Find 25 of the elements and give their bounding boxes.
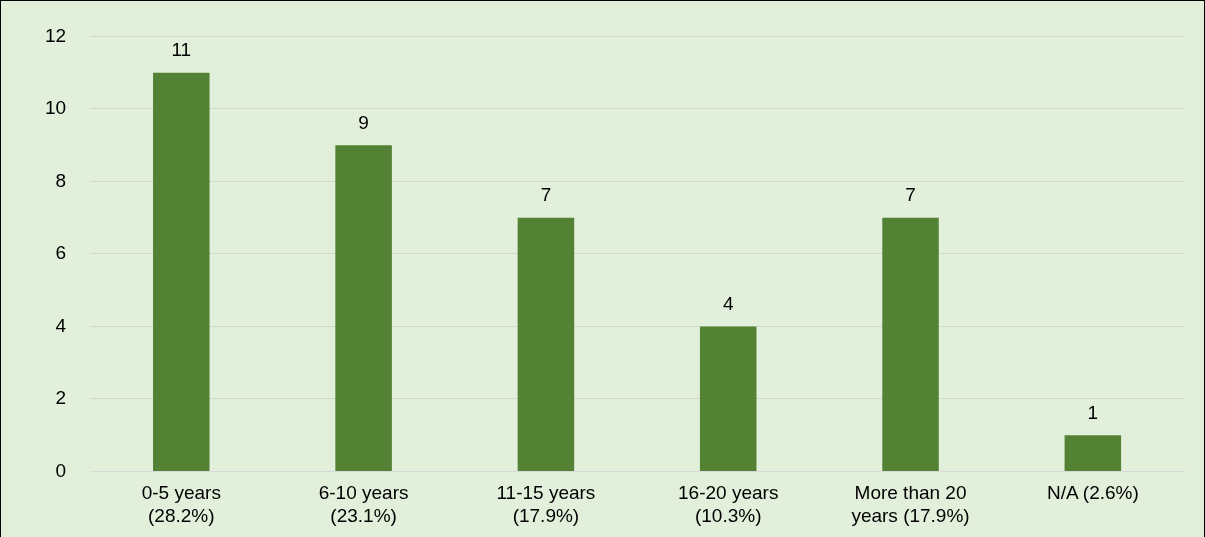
x-tick-label: 11-15 years (17.9%) — [496, 482, 596, 526]
data-label: 11 — [171, 39, 192, 61]
bar — [517, 217, 575, 471]
data-label: 7 — [905, 184, 916, 206]
bar — [153, 72, 210, 471]
y-tick-label: 8 — [55, 169, 67, 191]
bar — [1064, 435, 1122, 471]
bar — [882, 217, 939, 471]
bar — [335, 145, 392, 471]
x-tick-label: N/A (2.6%) — [1046, 482, 1139, 504]
x-tick-label: 0-5 years (28.2%) — [141, 482, 221, 526]
data-label: 7 — [540, 184, 552, 206]
y-tick-label: 0 — [55, 459, 67, 481]
y-tick-label: 10 — [44, 97, 67, 119]
y-tick-label: 6 — [55, 242, 67, 264]
bar — [699, 326, 757, 471]
data-label: 1 — [1087, 401, 1099, 423]
x-tick-label: More than 20 years (17.9%) — [851, 482, 970, 526]
y-tick-label: 12 — [44, 24, 67, 46]
y-tick-label: 4 — [55, 314, 67, 336]
y-tick-label: 2 — [55, 387, 67, 409]
x-tick-label: 16-20 years (10.3%) — [678, 482, 779, 526]
data-label: 4 — [722, 293, 734, 315]
data-label: 9 — [358, 111, 369, 133]
x-tick-label: 6-10 years (23.1%) — [318, 482, 409, 526]
